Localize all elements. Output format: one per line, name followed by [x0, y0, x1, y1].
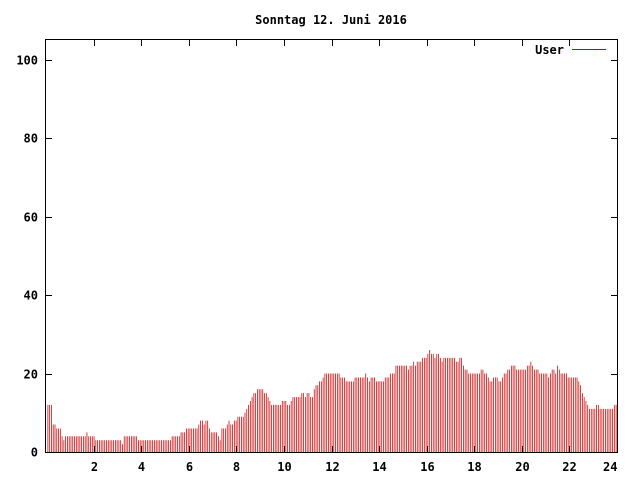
x-tick-label: 24 [603, 460, 617, 474]
plot-frame [45, 39, 618, 453]
x-tick-label: 18 [467, 460, 481, 474]
x-tick-label: 6 [186, 460, 193, 474]
bar-series [47, 349, 617, 452]
x-tick-label: 20 [515, 460, 529, 474]
x-tick-label: 4 [138, 460, 145, 474]
y-axis: 0 20 40 60 80 100 [16, 54, 617, 460]
y-tick-label: 20 [24, 368, 38, 382]
x-tick-label: 16 [420, 460, 434, 474]
x-axis: 2 4 6 8 10 12 14 16 18 20 22 24 [91, 40, 618, 474]
legend-label-user: User [535, 43, 564, 57]
x-tick-label: 14 [372, 460, 386, 474]
x-tick-label: 2 [91, 460, 98, 474]
x-tick-label: 8 [233, 460, 240, 474]
y-tick-label: 100 [16, 54, 38, 68]
y-tick-label: 60 [24, 211, 38, 225]
y-tick-label: 40 [24, 289, 38, 303]
legend: User [535, 43, 606, 57]
x-tick-label: 22 [562, 460, 576, 474]
y-tick-label: 0 [31, 446, 38, 460]
x-tick-label: 12 [325, 460, 339, 474]
chart-title: Sonntag 12. Juni 2016 [255, 13, 407, 27]
x-tick-label: 10 [277, 460, 291, 474]
y-tick-label: 80 [24, 132, 38, 146]
